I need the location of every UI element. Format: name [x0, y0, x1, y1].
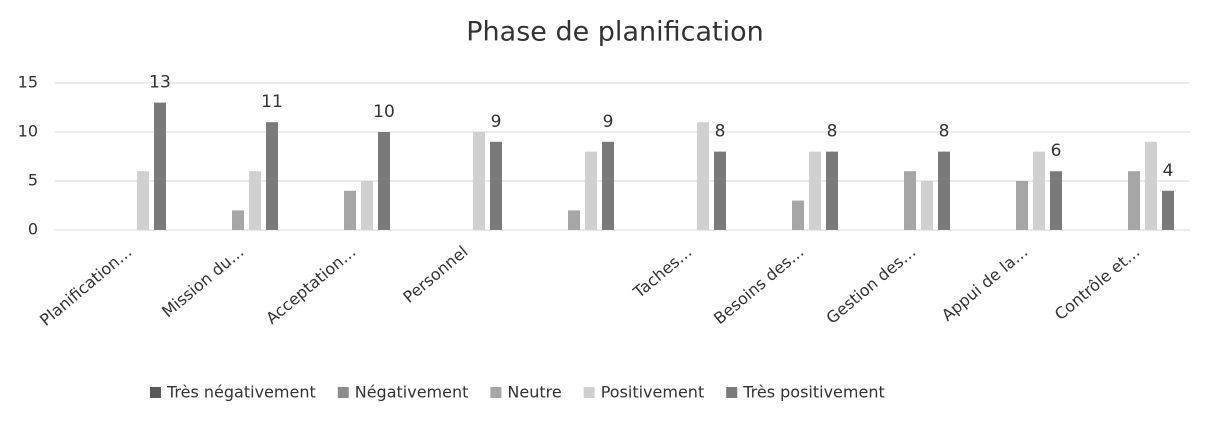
bar: [1162, 190, 1174, 230]
y-tick-label: 5: [28, 171, 38, 190]
x-tick-label: Besoins des…: [710, 242, 807, 328]
legend-swatch: [583, 387, 595, 398]
bar: [1050, 171, 1062, 230]
bar: [792, 200, 804, 230]
y-tick-label: 0: [28, 220, 38, 239]
bar: [344, 190, 356, 230]
data-label: 8: [715, 122, 726, 142]
bar: [568, 210, 580, 230]
bar: [602, 141, 614, 230]
x-tick-label: Mission du…: [158, 242, 247, 321]
bar: [809, 151, 821, 230]
bar: [1145, 141, 1157, 230]
data-label: 9: [603, 112, 614, 132]
legend-swatch: [150, 387, 161, 398]
bar: [232, 210, 244, 230]
y-tick-label: 15: [18, 73, 38, 92]
bar: [378, 132, 390, 230]
bar: [1033, 151, 1045, 230]
data-label: 13: [149, 73, 171, 93]
bar: [938, 151, 950, 230]
data-label: 11: [261, 92, 283, 112]
bar: [249, 171, 261, 230]
chart-title: Phase de planification: [466, 17, 763, 48]
data-label: 4: [1163, 161, 1174, 181]
bar: [361, 181, 373, 230]
x-tick-label: Personnel: [399, 242, 471, 307]
x-tick-label: Taches…: [629, 242, 696, 302]
bar: [826, 151, 838, 230]
data-label: 6: [1051, 141, 1062, 161]
legend-swatch: [726, 387, 738, 398]
legend-swatch: [490, 387, 502, 398]
data-label: 8: [827, 122, 838, 142]
legend-label: Très positivement: [742, 383, 885, 402]
bar: [1016, 181, 1028, 230]
legend-label: Neutre: [507, 383, 561, 402]
legend-swatch: [337, 387, 349, 398]
bar: [1128, 171, 1140, 230]
bar: [490, 141, 502, 230]
legend-label: Négativement: [355, 383, 469, 402]
legend: Très négativement Négativement Neutre Posit…: [150, 383, 885, 402]
bar: [714, 151, 726, 230]
legend-label: Positivement: [601, 383, 705, 402]
bar: [266, 122, 278, 230]
data-label: 10: [373, 102, 395, 122]
data-label: 9: [491, 112, 502, 132]
bar: [585, 151, 597, 230]
x-tick-label: Contrôle et…: [1051, 242, 1144, 324]
x-tick-label: Acceptation…: [262, 242, 359, 328]
data-label: 8: [939, 122, 950, 142]
bar: [697, 122, 709, 230]
bar: [154, 102, 166, 230]
x-tick-label: Planification…: [36, 242, 135, 330]
x-tick-label: Gestion des…: [822, 242, 919, 328]
bar: [137, 171, 149, 230]
bar: [921, 181, 933, 230]
y-tick-label: 10: [18, 122, 38, 141]
bar: [904, 171, 916, 230]
bar: [473, 132, 485, 230]
x-tick-label: Appui de la…: [938, 242, 1032, 325]
legend-label: Très négativement: [166, 383, 316, 402]
